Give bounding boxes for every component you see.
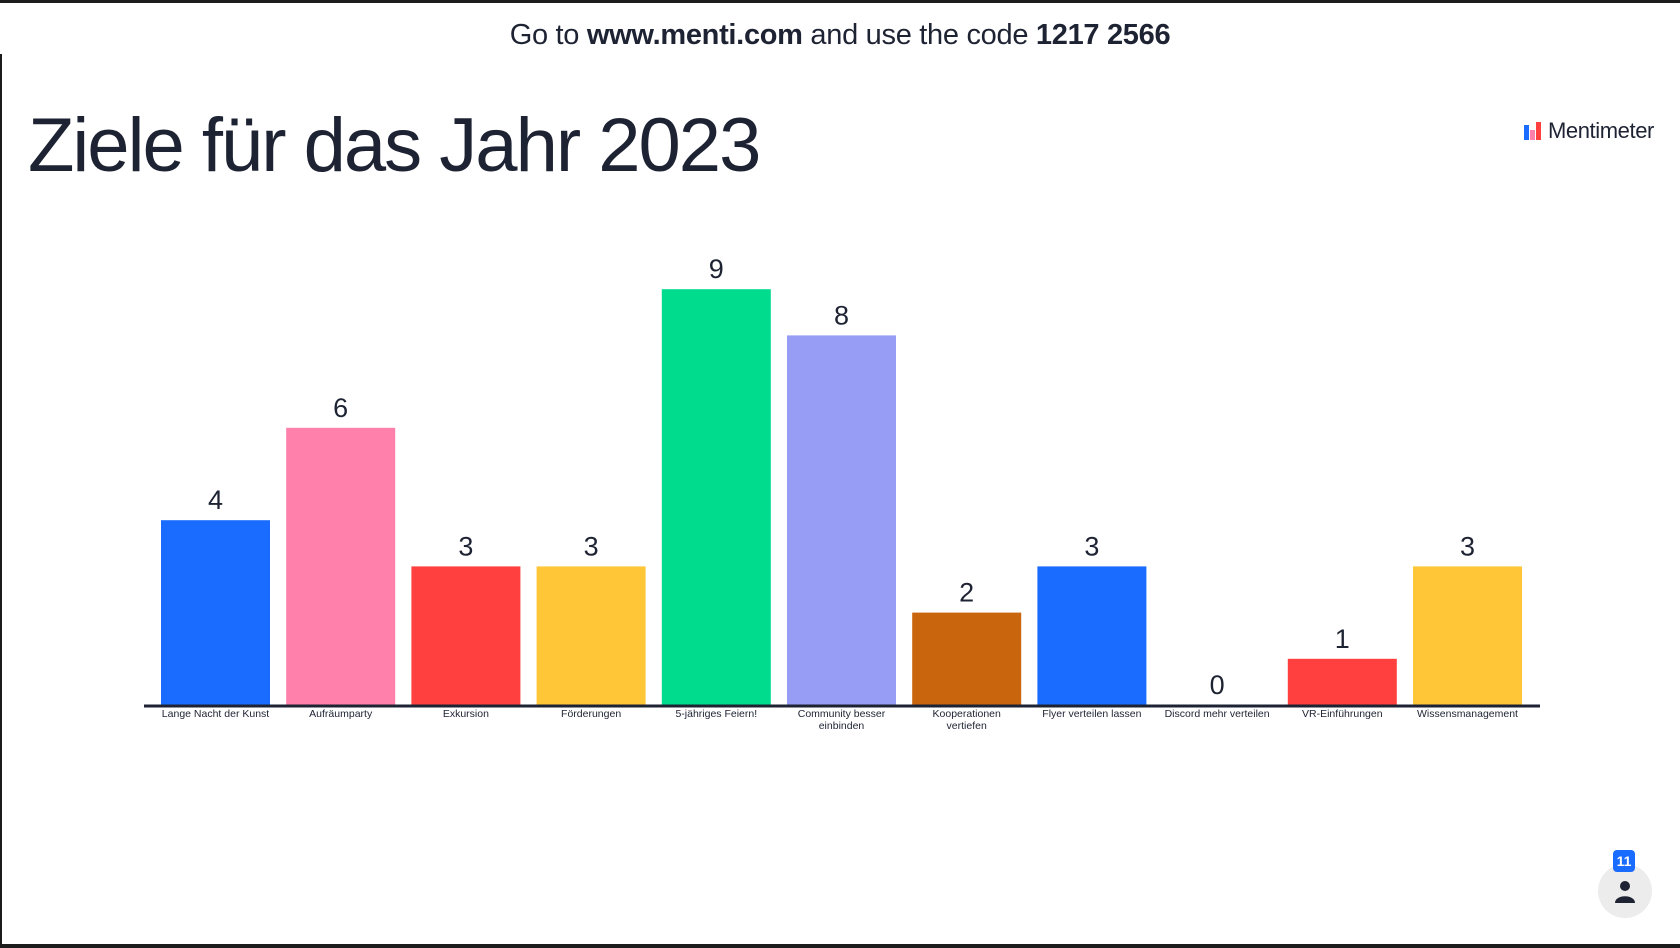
category-label: Förderungen [561,708,621,720]
category-label: Discord mehr verteilen [1165,708,1270,720]
mentimeter-logo-icon [1523,122,1541,140]
category-label: VR-Einführungen [1302,708,1383,720]
bar [286,427,396,705]
bar [411,566,521,705]
category-label: Wissensmanagement [1417,708,1518,720]
join-prefix: Go to [509,18,587,51]
bar [1413,566,1522,705]
bar [1037,566,1147,705]
bar-value-label: 9 [709,254,724,284]
bar [536,566,646,705]
bar-value-label: 1 [1335,624,1350,654]
person-icon [1615,881,1635,903]
bar-value-label: 8 [834,300,849,330]
brand: Mentimeter [1523,118,1654,144]
slide-title: Ziele für das Jahr 2023 [28,103,761,188]
frame-bottom-border [0,944,1680,948]
bar-value-label: 2 [959,578,974,608]
bar-value-label: 0 [1210,670,1225,700]
brand-name: Mentimeter [1547,118,1654,143]
frame-top-border [0,0,1680,3]
join-middle: and use the code [802,18,1036,51]
bar [1287,658,1397,705]
category-label: Exkursion [443,708,489,720]
bar [161,520,270,705]
category-label: Community besser einbinden [798,708,886,732]
frame-left-border [0,54,2,948]
bar-value-label: 3 [584,531,599,561]
category-label: Flyer verteilen lassen [1042,708,1141,720]
category-label: Kooperationen vertiefen [933,708,1001,732]
bar [787,335,896,705]
category-label: 5-jähriges Feiern! [675,708,757,720]
bar-value-label: 6 [333,393,348,423]
bar-value-label: 3 [1460,531,1475,561]
join-code: 1217 2566 [1035,18,1171,51]
bar [661,289,771,705]
participant-count-badge: 11 [1613,850,1635,872]
category-label: Lange Nacht der Kunst [162,708,269,720]
bar [912,612,1022,705]
bar-value-label: 3 [1084,531,1099,561]
join-instructions: Go to www.menti.com and use the code 121… [0,3,1680,67]
participants-button[interactable] [1598,864,1652,918]
join-url[interactable]: www.menti.com [586,18,803,51]
bar-value-label: 3 [458,531,473,561]
bar-value-label: 4 [208,485,223,515]
category-label: Aufräumparty [309,708,373,720]
